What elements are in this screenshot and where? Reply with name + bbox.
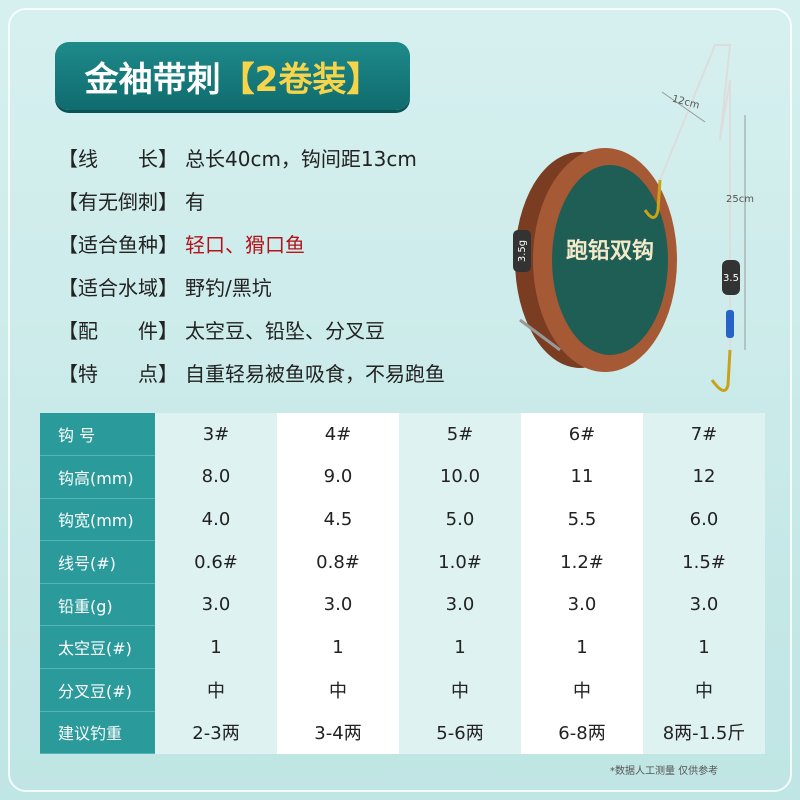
- table-row: 线号(#) 0.6# 0.8# 1.0# 1.2# 1.5#: [40, 540, 765, 584]
- table-cell: 3.0: [155, 583, 277, 626]
- sinker: [722, 260, 740, 295]
- table-row: 铅重(g) 3.0 3.0 3.0 3.0 3.0: [40, 583, 765, 627]
- table-cell: 中: [155, 668, 277, 712]
- spool-title: 跑铅双钩: [566, 238, 654, 264]
- table-cell: 1: [277, 625, 399, 669]
- table-cell: 中: [643, 668, 765, 712]
- spec-row: 【线 长】 总长40cm，钩间距13cm: [58, 136, 445, 179]
- table-cell: 1.2#: [521, 540, 643, 584]
- spec-value: 有: [185, 190, 205, 214]
- line: [659, 44, 716, 181]
- table-cell: 8.0: [155, 455, 277, 499]
- spec-row: 【有无倒刺】有: [58, 179, 445, 222]
- spec-list: 【线 长】 总长40cm，钩间距13cm 【有无倒刺】有【适合鱼种】 轻口、猾口鱼 【适…: [58, 136, 445, 394]
- table-cell: 3#: [155, 413, 277, 456]
- table-cell: 1: [399, 625, 521, 669]
- spec-value: 轻口、猾口鱼: [185, 233, 305, 257]
- table-cell: 2-3两: [155, 711, 277, 754]
- table-cell: 1: [155, 625, 277, 669]
- table-row: 建议钓重 2-3两 3-4两 5-6两 6-8两 8两-1.5斤: [40, 711, 765, 755]
- sinker-weight: 3.5: [723, 273, 739, 284]
- table-cell: 6#: [521, 413, 643, 456]
- spec-label: 【配 件】: [58, 319, 178, 343]
- table-cell: 5#: [399, 413, 521, 456]
- spec-row: 【适合水域】 野钓/黑坑: [58, 265, 445, 308]
- footnote: *数据人工测量 仅供参考: [610, 766, 719, 777]
- row-label: 钩 号: [40, 413, 155, 457]
- title: 金袖带刺: [84, 59, 221, 100]
- spec-value: 自重轻易被鱼吸食，不易跑鱼: [185, 362, 445, 386]
- table-cell: 1.0#: [399, 540, 521, 584]
- title-badge: 【2卷装】: [220, 59, 381, 100]
- table-cell: 10.0: [399, 455, 521, 499]
- table-cell: 3.0: [277, 583, 399, 626]
- row-label: 钩宽(mm): [40, 498, 155, 542]
- table-cell: 3-4两: [277, 711, 399, 754]
- spec-value: 野钓/黑坑: [185, 276, 272, 300]
- table-cell: 9.0: [277, 455, 399, 499]
- table-row: 太空豆(#) 1 1 1 1 1: [40, 625, 765, 670]
- table-cell: 5.0: [399, 498, 521, 541]
- spec-value: 太空豆、铅坠、分叉豆: [185, 319, 385, 343]
- frame: [8, 8, 792, 792]
- table-row: 钩高(mm) 8.0 9.0 10.0 11 12: [40, 455, 765, 499]
- table-cell: 11: [521, 455, 643, 499]
- table-cell: 3.0: [643, 583, 765, 626]
- row-label: 建议钓重: [40, 711, 155, 755]
- table-cell: 4.5: [277, 498, 399, 541]
- table-row: 分叉豆(#) 中中中中中: [40, 668, 765, 712]
- line: [715, 44, 732, 350]
- row-label: 分叉豆(#): [40, 668, 155, 712]
- table-cell: 中: [399, 668, 521, 712]
- row-label: 铅重(g): [40, 583, 155, 627]
- table-cell: 8两-1.5斤: [643, 711, 765, 754]
- dim-long: 25cm: [726, 194, 754, 205]
- spec-label: 【特 点】: [58, 362, 178, 386]
- table-cell: 0.8#: [277, 540, 399, 584]
- spec-label: 【适合鱼种】: [58, 233, 178, 257]
- spool-weight: 3.5g: [517, 240, 528, 262]
- spool-sinker: [513, 230, 531, 272]
- spec-row: 【特 点】 自重轻易被鱼吸食，不易跑鱼: [58, 351, 445, 394]
- table-cell: 7#: [643, 413, 765, 456]
- spec-label: 【线 长】: [58, 147, 178, 171]
- table-cell: 1.5#: [643, 540, 765, 584]
- table-row: 钩宽(mm) 4.0 4.5 5.0 5.5 6.0: [40, 498, 765, 542]
- table-cell: 0.6#: [155, 540, 277, 584]
- row-label: 线号(#): [40, 540, 155, 584]
- table-cell: 3.0: [399, 583, 521, 626]
- spec-value: 总长40cm，钩间距13cm: [185, 147, 417, 171]
- spec-label: 【有无倒刺】: [58, 190, 178, 214]
- hook: [643, 179, 662, 219]
- table-cell: 5-6两: [399, 711, 521, 754]
- table-cell: 6-8两: [521, 711, 643, 754]
- table-cell: 1: [643, 625, 765, 669]
- title-banner: 金袖带刺 【2卷装】: [55, 42, 410, 110]
- table-cell: 3.0: [521, 583, 643, 626]
- row-label: 钩高(mm): [40, 455, 155, 499]
- table-cell: 1: [521, 625, 643, 669]
- spool-label: [552, 165, 668, 355]
- spool-hook: [519, 318, 561, 352]
- product-image: 3.5g 跑铅双钩 3.5 25cm 12cm: [513, 44, 754, 392]
- table-cell: 4#: [277, 413, 399, 456]
- table-cell: 中: [277, 668, 399, 712]
- row-label: 太空豆(#): [40, 625, 155, 670]
- table-cell: 5.5: [521, 498, 643, 541]
- table-cell: 6.0: [643, 498, 765, 541]
- table-row: 钩 号 3# 4# 5# 6# 7#: [40, 413, 765, 457]
- spec-row: 【配 件】 太空豆、铅坠、分叉豆: [58, 308, 445, 351]
- spec-row: 【适合鱼种】 轻口、猾口鱼: [58, 222, 445, 265]
- table-cell: 中: [521, 668, 643, 712]
- table-cell: 12: [643, 455, 765, 499]
- spec-table: 钩 号 3# 4# 5# 6# 7# 钩高(mm) 8.0 9.0 10.0 11 12 钩宽(mm) 4…: [40, 413, 765, 755]
- hook: [710, 349, 732, 392]
- bead: [726, 310, 734, 338]
- spec-label: 【适合水域】: [58, 276, 178, 300]
- dim-line: [661, 91, 706, 123]
- table-cell: 4.0: [155, 498, 277, 541]
